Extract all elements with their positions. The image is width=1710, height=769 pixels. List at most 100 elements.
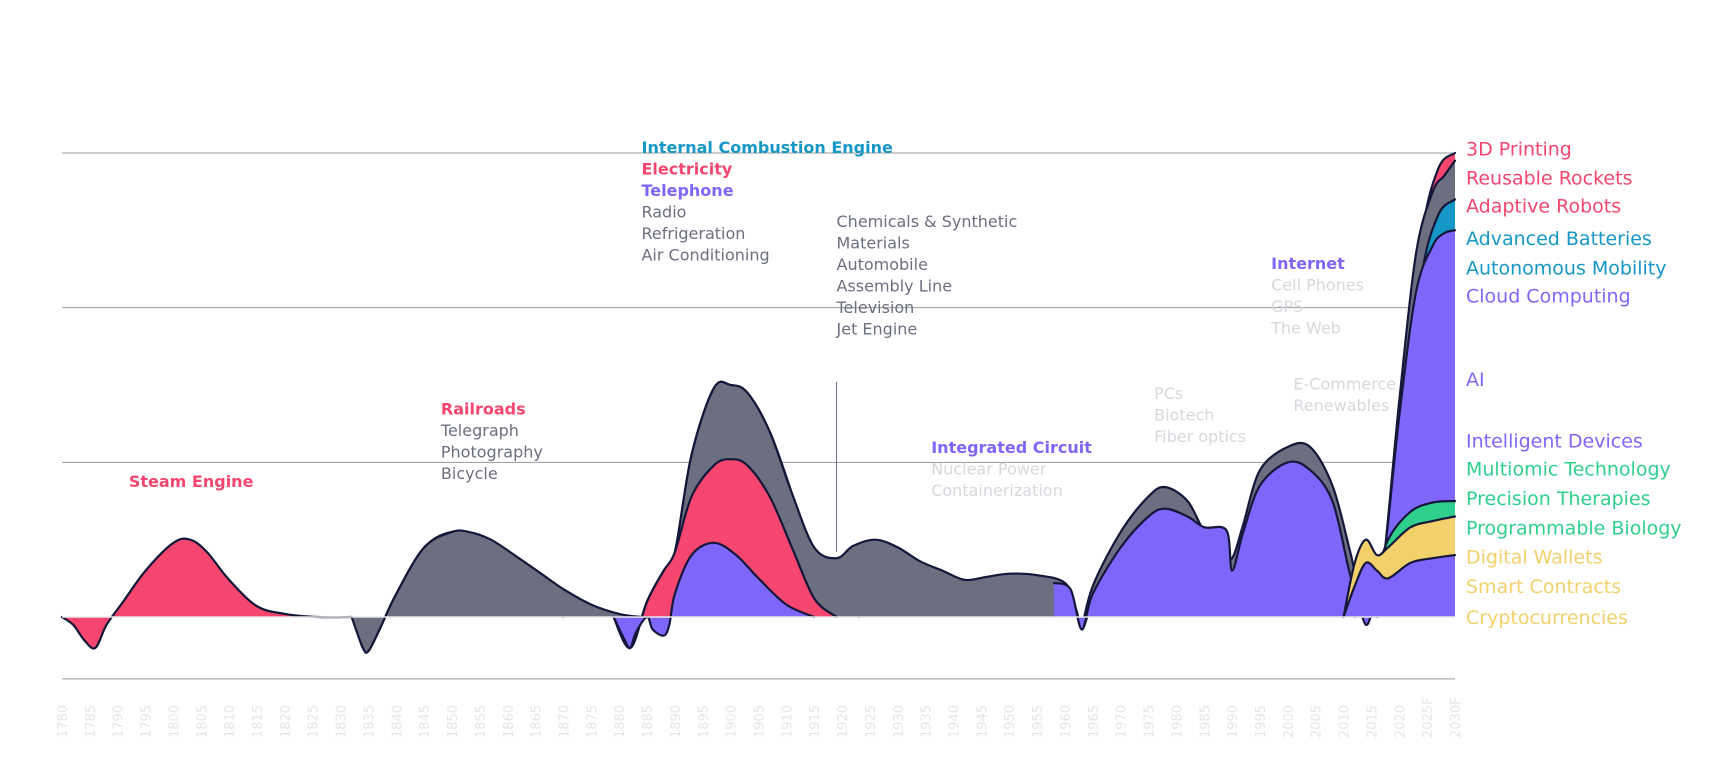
x-tick-label-50: 2030F [1449, 697, 1464, 738]
legend-labels: 3D Printing Reusable Rockets Adaptive Robo… [1466, 138, 1682, 629]
annotation-2-line-2: Telephone [641, 181, 733, 200]
annotation-2-line-3: Radio [641, 203, 686, 222]
legend-label-3: Advanced Batteries [1466, 228, 1652, 250]
annotation-6-line-2: GPS [1271, 297, 1303, 316]
wave-areas [60, 151, 1457, 654]
x-tick-label-40: 1980 [1170, 705, 1185, 738]
annotation-7-line-1: Renewables [1293, 396, 1389, 415]
wave-4-area-6 [1343, 555, 1455, 617]
x-tick-label-6: 1810 [223, 705, 238, 738]
annotation-1-line-0: Railroads [441, 399, 526, 418]
annotation-6-line-0: Internet [1271, 254, 1345, 273]
annotation-6-line-1: Cell Phones [1271, 276, 1364, 295]
x-tick-label-32: 1940 [948, 705, 963, 738]
x-tick-label-18: 1870 [557, 705, 572, 738]
x-tick-label-16: 1860 [502, 705, 517, 738]
annotation-1-line-2: Photography [441, 442, 543, 461]
x-tick-label-41: 1985 [1198, 705, 1213, 738]
x-tick-label-1: 1785 [84, 705, 99, 738]
legend-label-7: Intelligent Devices [1466, 431, 1643, 453]
x-tick-label-48: 2020 [1393, 705, 1408, 738]
x-tick-label-8: 1820 [279, 705, 294, 738]
wave-2-outline-0 [612, 541, 816, 650]
annotation-4-line-2: Containerization [931, 481, 1062, 500]
legend-label-5: Cloud Computing [1466, 285, 1631, 307]
x-tick-labels: 1780 1785 1790 1795 1800 1805 1810 1815 1820 1825… [56, 697, 1464, 738]
legend-label-0: 3D Printing [1466, 138, 1572, 160]
x-tick-label-17: 1865 [530, 705, 545, 738]
annotation-3-line-3: Assembly Line [837, 277, 953, 296]
legend-label-12: Smart Contracts [1466, 576, 1621, 598]
x-tick-label-19: 1875 [585, 705, 600, 738]
x-tick-label-7: 1815 [251, 705, 266, 738]
annotation-6-line-3: The Web [1270, 319, 1341, 338]
annotation-3-line-4: Television [836, 298, 915, 317]
annotation-1-line-1: Telegraph [440, 421, 519, 440]
annotation-2-line-1: Electricity [641, 160, 732, 179]
x-tick-label-20: 1880 [613, 705, 628, 738]
wave-1 [350, 529, 643, 654]
legend-label-11: Digital Wallets [1466, 547, 1602, 569]
annotation-7-line-0: E-Commerce [1293, 375, 1396, 394]
annotation-5-line-2: Fiber optics [1154, 427, 1246, 446]
x-tick-label-21: 1885 [641, 705, 656, 738]
wave-3-outline-1 [1080, 441, 1373, 631]
x-tick-label-34: 1950 [1003, 705, 1018, 738]
wave-1-area-1 [351, 530, 642, 653]
x-tick-label-33: 1945 [975, 705, 990, 738]
annotation-2-line-5: Air Conditioning [641, 246, 769, 265]
wave-0 [60, 537, 353, 650]
x-tick-label-24: 1900 [725, 705, 740, 738]
wave-3 [1052, 441, 1373, 631]
x-tick-label-11: 1835 [362, 705, 377, 738]
x-tick-label-47: 2015 [1365, 705, 1380, 738]
legend-label-1: Reusable Rockets [1466, 168, 1632, 190]
annotations: Steam Engine Railroads Telegraph Photograph… [129, 138, 1396, 500]
x-tick-label-10: 1830 [335, 705, 350, 738]
wave-4-outline-6 [1342, 554, 1457, 619]
x-tick-label-28: 1920 [836, 705, 851, 738]
x-tick-label-2: 1790 [112, 705, 127, 738]
legend-label-13: Cryptocurrencies [1466, 607, 1628, 629]
wave-1-outline-1 [350, 529, 643, 654]
x-tick-label-27: 1915 [808, 705, 823, 738]
x-tick-label-13: 1845 [418, 705, 433, 738]
wave-0-area-0 [62, 538, 352, 649]
legend-label-9: Precision Therapies [1466, 488, 1651, 510]
annotation-3-line-1: Materials [837, 234, 910, 253]
x-tick-label-25: 1905 [753, 705, 768, 738]
x-tick-label-12: 1840 [390, 705, 405, 738]
wave-4 [1342, 151, 1457, 626]
legend-label-2: Adaptive Robots [1466, 196, 1621, 218]
x-tick-label-14: 1850 [446, 705, 461, 738]
x-tick-label-35: 1955 [1031, 705, 1046, 738]
x-tick-label-39: 1975 [1143, 705, 1158, 738]
annotation-5-line-1: Biotech [1154, 405, 1214, 424]
annotation-5-line-0: PCs [1154, 384, 1183, 403]
x-tick-label-30: 1930 [892, 705, 907, 738]
x-tick-label-9: 1825 [307, 705, 322, 738]
x-tick-label-45: 2005 [1310, 705, 1325, 738]
x-tick-label-3: 1795 [140, 705, 155, 738]
wave-2 [612, 380, 1089, 650]
x-tick-label-31: 1935 [920, 705, 935, 738]
wave-4-outline-1 [1359, 229, 1457, 626]
x-tick-label-23: 1895 [697, 705, 712, 738]
legend-label-4: Autonomous Mobility [1466, 257, 1667, 279]
x-tick-label-36: 1960 [1059, 705, 1074, 738]
x-tick-label-15: 1855 [474, 705, 489, 738]
annotation-4-line-0: Integrated Circuit [931, 438, 1092, 457]
x-tick-label-26: 1910 [780, 705, 795, 738]
x-tick-label-44: 2000 [1282, 705, 1297, 738]
x-tick-label-38: 1970 [1115, 705, 1130, 738]
wave-4-outline-5 [1342, 515, 1457, 619]
x-tick-label-5: 1805 [195, 705, 210, 738]
legend-label-6: AI [1466, 369, 1485, 391]
x-tick-label-46: 2010 [1338, 705, 1353, 738]
wave-0-outline-0 [60, 537, 353, 650]
x-tick-label-4: 1800 [167, 705, 182, 738]
annotation-2-line-4: Refrigeration [641, 224, 745, 243]
legend-label-8: Multiomic Technology [1466, 459, 1671, 481]
x-tick-label-37: 1965 [1087, 705, 1102, 738]
